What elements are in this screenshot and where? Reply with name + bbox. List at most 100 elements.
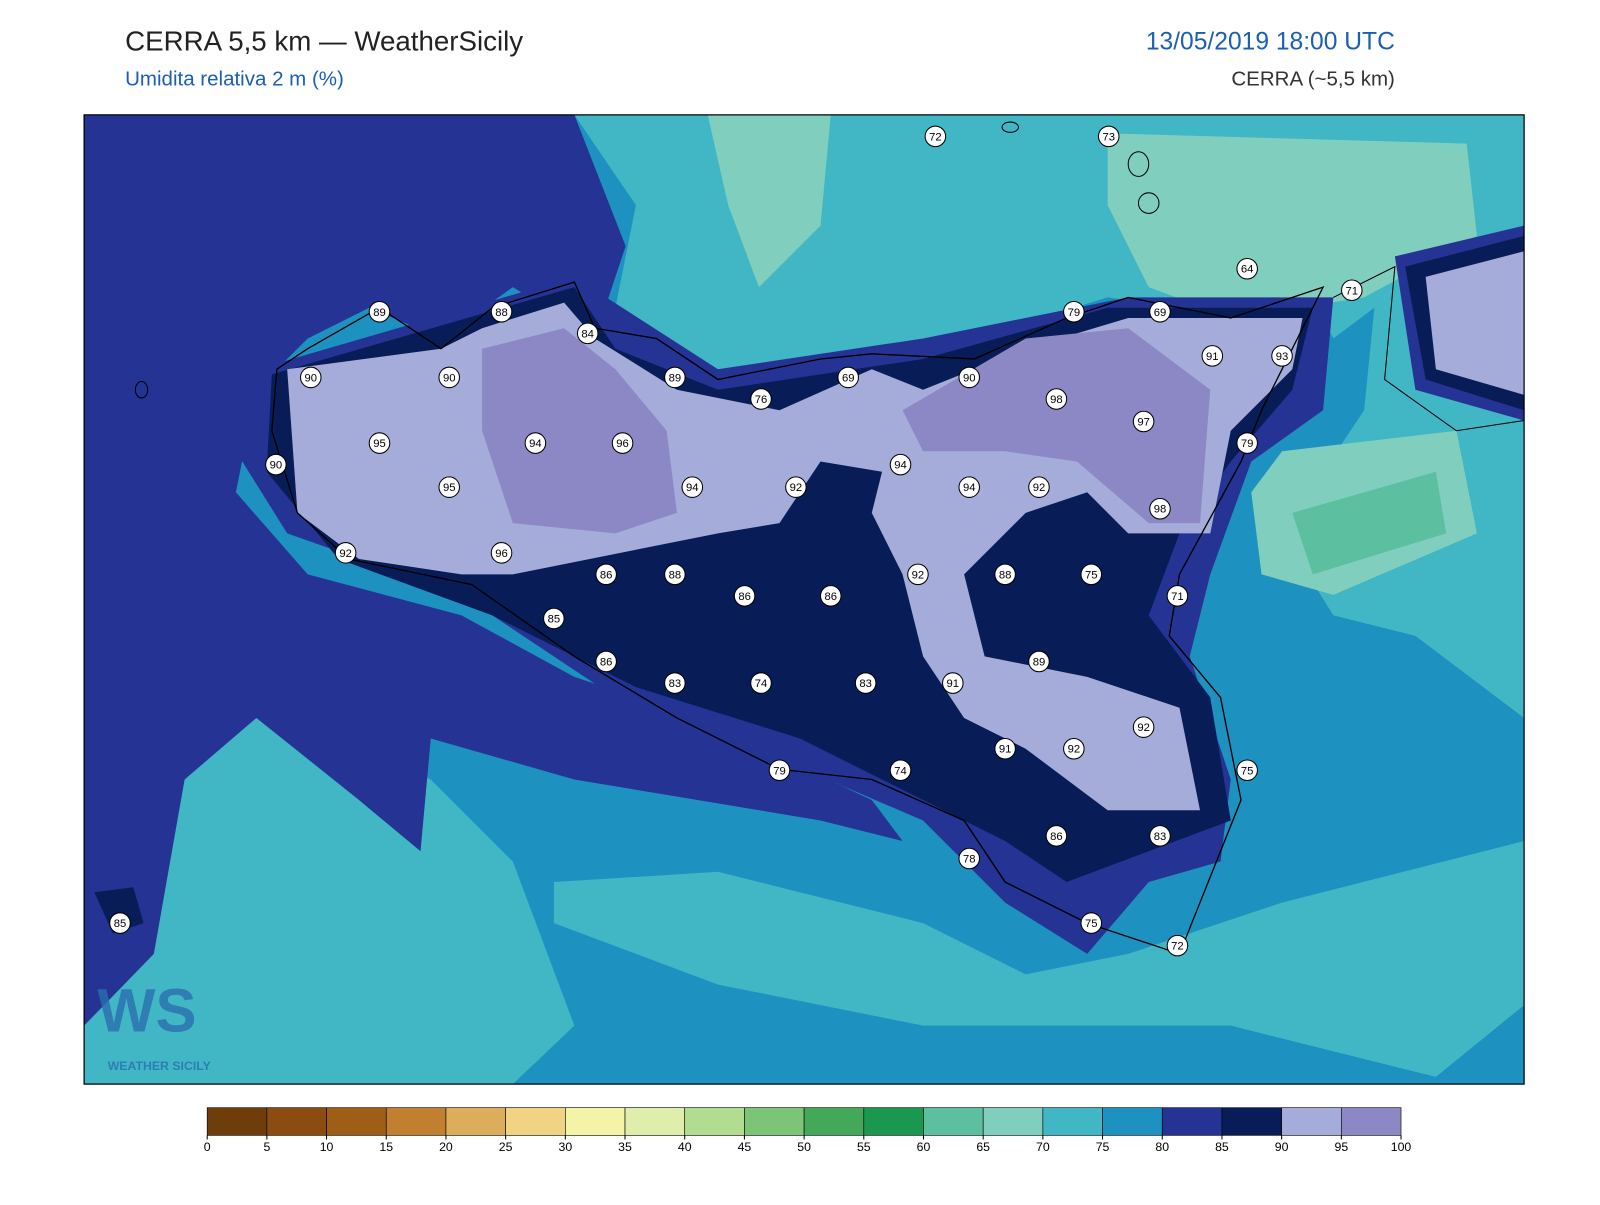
station-value: 71: [1171, 591, 1184, 603]
station-marker: [664, 366, 686, 389]
station-marker: [1166, 585, 1189, 607]
station-value: 78: [963, 853, 976, 865]
station-value: 91: [947, 678, 960, 690]
station-value: 93: [1276, 351, 1289, 363]
colorbar-swatch: [1042, 1107, 1103, 1136]
logo-name: WEATHER SICILY: [108, 1059, 211, 1073]
station-value: 86: [1050, 831, 1063, 843]
station-value: 94: [894, 460, 907, 472]
colorbar-label: 75: [1096, 1140, 1110, 1154]
station-marker: [1201, 345, 1224, 367]
logo-mark: WS: [97, 977, 196, 1046]
station-marker: [1271, 345, 1293, 367]
title: CERRA 5,5 km — WeatherSicily: [125, 25, 523, 56]
colorbar-label: 25: [499, 1140, 513, 1154]
station-marker: [750, 672, 772, 694]
station-value: 94: [686, 482, 699, 494]
station-value: 91: [999, 744, 1012, 756]
station-marker: [524, 432, 547, 454]
station-value: 92: [1137, 722, 1150, 734]
station-value: 95: [373, 438, 386, 450]
colorbar-label: 60: [917, 1140, 931, 1154]
station-marker: [1045, 825, 1068, 847]
colorbar-label: 80: [1155, 1140, 1169, 1154]
colorbar-swatch: [326, 1107, 387, 1136]
station-value: 72: [1171, 941, 1184, 953]
station-marker: [1028, 476, 1050, 498]
station-value: 84: [581, 328, 594, 340]
station-value: 89: [1033, 657, 1046, 669]
station-marker: [958, 366, 980, 389]
station-marker: [438, 366, 460, 389]
station-marker: [664, 672, 686, 694]
colorbar: 0 5 10 15 20 25 30 35 40 45 50 55 60 65 70 75 80 85 90 95 10…: [204, 1107, 1411, 1154]
station-value: 83: [669, 678, 682, 690]
date: 13/05/2019 18:00 UTC: [1146, 29, 1395, 56]
colorbar-swatch: [505, 1107, 566, 1136]
station-marker: [889, 453, 912, 476]
station-value: 69: [1154, 307, 1167, 319]
station-value: 71: [1346, 285, 1359, 297]
station-value: 74: [894, 765, 907, 777]
station-value: 90: [270, 460, 283, 472]
station-value: 90: [305, 372, 318, 384]
station-marker: [924, 125, 947, 148]
colorbar-label: 10: [320, 1140, 334, 1154]
station-marker: [1341, 279, 1363, 302]
station-marker: [681, 476, 704, 498]
station-value: 76: [755, 394, 768, 406]
station-marker: [820, 585, 842, 607]
station-value: 79: [1241, 438, 1254, 450]
station-marker: [854, 672, 877, 694]
station-value: 75: [1241, 765, 1254, 777]
station-value: 74: [755, 678, 768, 690]
colorbar-swatch: [1341, 1107, 1402, 1136]
station-value: 94: [963, 482, 976, 494]
colorbar-label: 65: [976, 1140, 990, 1154]
station-marker: [1166, 934, 1189, 957]
station-value: 92: [1068, 744, 1081, 756]
station-value: 97: [1137, 417, 1150, 429]
colorbar-label: 5: [263, 1140, 270, 1154]
station-value: 86: [738, 591, 751, 603]
station-value: 79: [773, 765, 786, 777]
station-value: 90: [443, 372, 456, 384]
station-value: 83: [1154, 831, 1167, 843]
station-marker: [1236, 432, 1258, 454]
station-value: 98: [1050, 394, 1063, 406]
station-marker: [1063, 737, 1085, 760]
colorbar-swatch: [1221, 1107, 1282, 1136]
station-marker: [543, 607, 565, 630]
station-marker: [958, 476, 980, 498]
station-marker: [490, 542, 513, 564]
station-marker: [750, 388, 772, 410]
colorbar-label: 55: [857, 1140, 871, 1154]
colorbar-label: 45: [738, 1140, 752, 1154]
colorbar-swatch: [923, 1107, 984, 1136]
station-value: 85: [114, 918, 127, 930]
station-value: 90: [963, 372, 976, 384]
station-value: 85: [548, 613, 561, 625]
station-marker: [664, 563, 686, 586]
colorbar-label: 85: [1215, 1140, 1229, 1154]
model: CERRA (~5,5 km): [1231, 67, 1394, 90]
map-frame: [83, 114, 1525, 1085]
station-marker: [958, 847, 980, 870]
colorbar-label: 90: [1275, 1140, 1289, 1154]
station-marker: [438, 476, 460, 498]
station-marker: [1045, 388, 1068, 410]
station-marker: [368, 301, 391, 323]
station-marker: [299, 366, 322, 389]
station-marker: [1236, 257, 1258, 280]
station-marker: [1080, 912, 1103, 934]
station-marker: [1028, 650, 1050, 673]
station-marker: [334, 542, 357, 564]
colorbar-label: 0: [204, 1140, 211, 1154]
station-marker: [1132, 716, 1155, 738]
colorbar-swatch: [982, 1107, 1044, 1136]
station-marker: [994, 737, 1016, 760]
station-value: 95: [443, 482, 456, 494]
station-value: 98: [1154, 504, 1167, 516]
station-value: 86: [825, 591, 838, 603]
